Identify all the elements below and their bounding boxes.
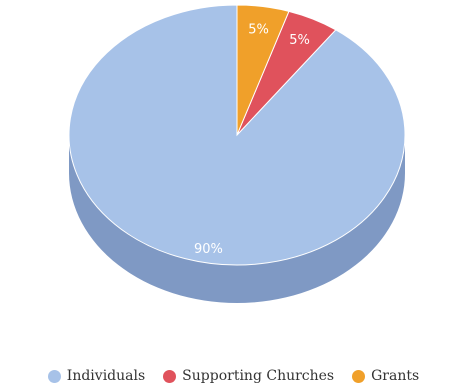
legend-label-supporting-churches: Supporting Churches [182,368,335,384]
pie-chart: 90% 5% 5% [68,4,406,303]
pie-slices [68,4,406,266]
legend-item-supporting-churches[interactable]: Supporting Churches [163,368,334,384]
legend-swatch-individuals [47,369,61,383]
pie-label-grants: 5% [248,23,269,38]
legend-swatch-grants [352,369,366,383]
legend-item-individuals[interactable]: Individuals [47,368,146,384]
legend-label-grants: Grants [371,368,420,384]
legend-swatch-supporting-churches [163,369,177,383]
pie-side-individuals [69,135,405,303]
legend-label-individuals: Individuals [66,368,146,384]
legend-item-grants[interactable]: Grants [352,368,419,384]
pie-sides [69,135,405,303]
pie-label-supporting-churches: 5% [289,33,310,48]
chart-legend: Individuals Supporting Churches Grants [0,364,467,388]
pie-slice-labels: 90% 5% 5% [194,23,310,257]
pie-label-individuals: 90% [194,242,223,257]
pie-slice-grants[interactable] [236,4,290,136]
